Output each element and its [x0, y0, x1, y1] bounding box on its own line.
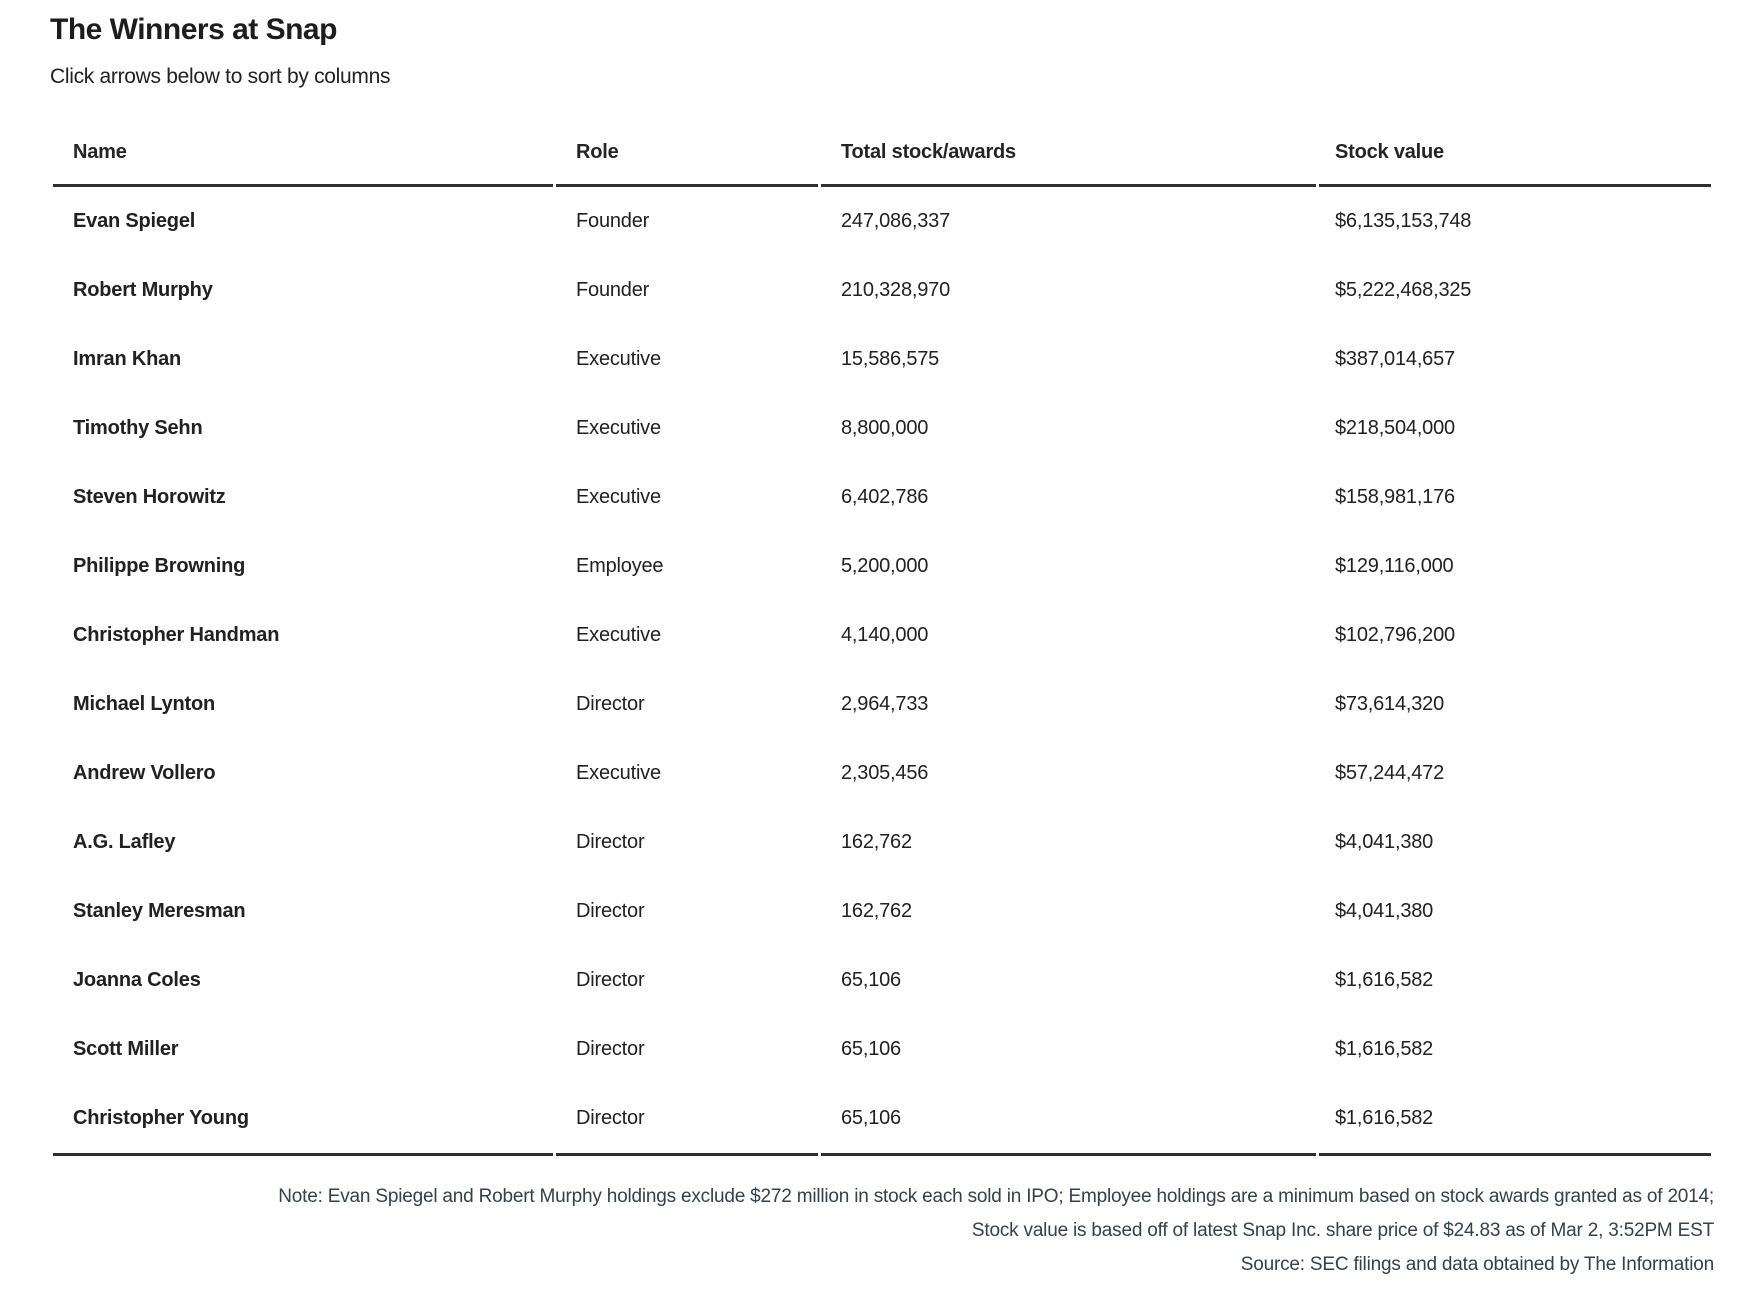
winners-table: Name Role Total stock/awards Stock value… — [50, 112, 1714, 1156]
cell-role: Director — [576, 1038, 645, 1060]
cell-role: Director — [576, 900, 645, 922]
table-row: Christopher Young Director 65,106 $1,616,58… — [53, 1084, 1711, 1156]
cell-name: Christopher Handman — [73, 624, 280, 646]
cell-total-stock: 210,328,970 — [841, 279, 951, 301]
cell-name: Evan Spiegel — [73, 210, 196, 232]
column-header-name[interactable]: Name — [53, 112, 553, 187]
cell-total-stock: 15,586,575 — [841, 348, 940, 370]
note-line-2: Stock value is based off of latest Snap … — [971, 1220, 1714, 1241]
cell-total-stock: 2,305,456 — [841, 762, 929, 784]
cell-name: Christopher Young — [53, 1084, 553, 1156]
table-row: Stanley Meresman Director 162,762 $4,041,38… — [53, 877, 1711, 946]
page-subtitle: Click arrows below to sort by columns — [50, 65, 391, 88]
cell-name: Andrew Vollero — [73, 762, 216, 784]
footnotes: Note: Evan Spiegel and Robert Murphy hol… — [50, 1180, 1714, 1282]
cell-role: Executive — [576, 486, 661, 508]
cell-stock-value: $129,116,000 — [1335, 555, 1454, 577]
cell-total-stock: 65,106 — [821, 1084, 1316, 1156]
cell-name: Robert Murphy — [73, 279, 213, 301]
cell-name: Timothy Sehn — [73, 417, 203, 439]
cell-name: Scott Miller — [73, 1038, 179, 1060]
cell-name: Michael Lynton — [73, 693, 216, 715]
cell-role: Founder — [576, 279, 650, 301]
cell-name: Imran Khan — [73, 348, 182, 370]
cell-total-stock: 65,106 — [841, 969, 901, 991]
column-header-total-stock[interactable]: Total stock/awards — [821, 112, 1316, 187]
cell-role: Founder — [576, 210, 650, 232]
cell-role: Employee — [576, 555, 664, 577]
cell-total-stock: 4,140,000 — [841, 624, 929, 646]
cell-total-stock: 5,200,000 — [841, 555, 929, 577]
cell-stock-value: $5,222,468,325 — [1335, 279, 1472, 301]
cell-name: Joanna Coles — [73, 969, 201, 991]
table-row: Evan Spiegel Founder 247,086,337 $6,135,153… — [53, 187, 1711, 256]
table-row: Scott Miller Director 65,106 $1,616,582 — [53, 1015, 1711, 1084]
table-row: Joanna Coles Director 65,106 $1,616,582 — [53, 946, 1711, 1015]
cell-role: Executive — [576, 624, 661, 646]
cell-total-stock: 2,964,733 — [841, 693, 929, 715]
cell-name: Steven Horowitz — [73, 486, 226, 508]
table-body: Evan Spiegel Founder 247,086,337 $6,135,153… — [53, 187, 1711, 1156]
cell-role: Director — [576, 831, 645, 853]
cell-total-stock: 162,762 — [841, 900, 912, 922]
cell-stock-value: $1,616,582 — [1335, 1038, 1434, 1060]
header-row: Name Role Total stock/awards Stock value — [53, 112, 1711, 187]
table-row: Imran Khan Executive 15,586,575 $387,014,65… — [53, 325, 1711, 394]
table-row: Philippe Browning Employee 5,200,000 $129,1… — [53, 532, 1711, 601]
cell-stock-value: $218,504,000 — [1335, 417, 1455, 439]
cell-stock-value: $73,614,320 — [1335, 693, 1445, 715]
note-line-1: Note: Evan Spiegel and Robert Murphy hol… — [278, 1186, 1714, 1207]
cell-role: Director — [576, 693, 645, 715]
cell-name: A.G. Lafley — [73, 831, 176, 853]
cell-role: Executive — [576, 348, 661, 370]
table-row: Andrew Vollero Executive 2,305,456 $57,244,… — [53, 739, 1711, 808]
column-header-role[interactable]: Role — [556, 112, 818, 187]
cell-stock-value: $57,244,472 — [1335, 762, 1445, 784]
source-line: Source: SEC filings and data obtained by… — [1240, 1254, 1714, 1275]
cell-stock-value: $102,796,200 — [1335, 624, 1455, 646]
cell-stock-value: $158,981,176 — [1335, 486, 1455, 508]
cell-role: Director — [556, 1084, 818, 1156]
cell-role: Executive — [576, 417, 661, 439]
cell-total-stock: 247,086,337 — [841, 210, 951, 232]
cell-stock-value: $387,014,657 — [1335, 348, 1455, 370]
cell-role: Director — [576, 969, 645, 991]
cell-name: Stanley Meresman — [73, 900, 246, 922]
cell-stock-value: $6,135,153,748 — [1335, 210, 1472, 232]
cell-stock-value: $4,041,380 — [1335, 900, 1434, 922]
cell-total-stock: 6,402,786 — [841, 486, 929, 508]
cell-role: Executive — [576, 762, 661, 784]
cell-stock-value: $1,616,582 — [1319, 1084, 1711, 1156]
table-row: Steven Horowitz Executive 6,402,786 $158,98… — [53, 463, 1711, 532]
cell-stock-value: $1,616,582 — [1335, 969, 1434, 991]
cell-total-stock: 8,800,000 — [841, 417, 929, 439]
table-row: Christopher Handman Executive 4,140,000 $10… — [53, 601, 1711, 670]
column-header-stock-value[interactable]: Stock value — [1319, 112, 1711, 187]
table-row: Robert Murphy Founder 210,328,970 $5,222,46… — [53, 256, 1711, 325]
page: The Winners at Snap Click arrows below t… — [50, 13, 1714, 1282]
table-row: Michael Lynton Director 2,964,733 $73,614,3… — [53, 670, 1711, 739]
page-title: The Winners at Snap — [50, 13, 337, 46]
cell-total-stock: 65,106 — [841, 1038, 901, 1060]
table-row: Timothy Sehn Executive 8,800,000 $218,504,0… — [53, 394, 1711, 463]
cell-name: Philippe Browning — [73, 555, 246, 577]
cell-stock-value: $4,041,380 — [1335, 831, 1434, 853]
table-row: A.G. Lafley Director 162,762 $4,041,380 — [53, 808, 1711, 877]
cell-total-stock: 162,762 — [841, 831, 912, 853]
